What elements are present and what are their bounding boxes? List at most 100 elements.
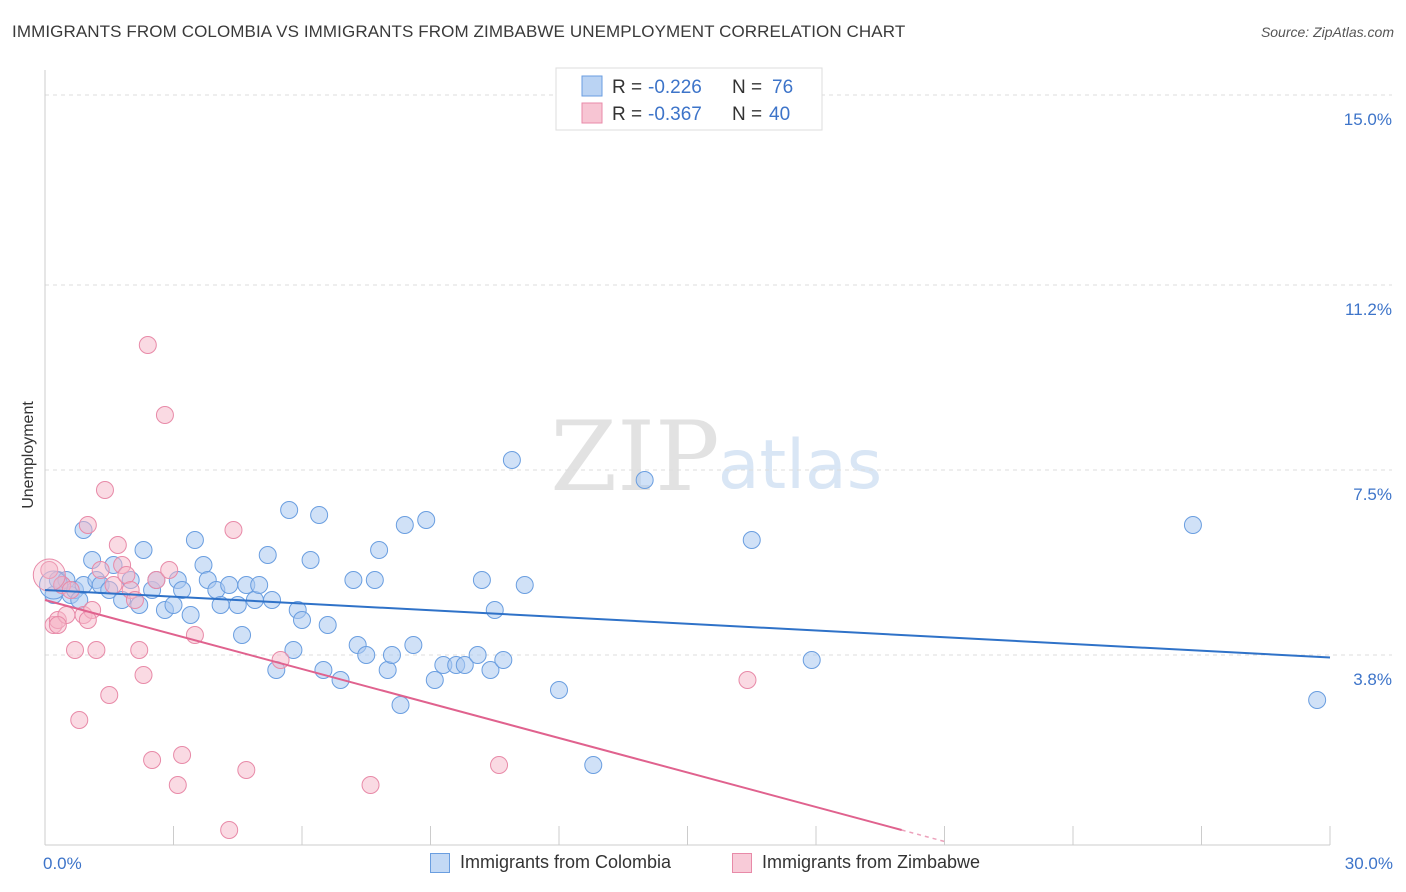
y-tick-label: 11.2%: [1345, 300, 1392, 319]
point-zimbabwe: [134, 666, 153, 684]
trend-line-colombia: [44, 589, 1331, 659]
point-zimbabwe: [155, 406, 174, 424]
point-zimbabwe: [490, 756, 509, 774]
tick-labels: 3.8% 7.5% 11.2% 15.0% 0.0% 30.0%: [43, 110, 1393, 873]
point-colombia: [318, 616, 337, 634]
point-colombia: [301, 551, 320, 569]
point-zimbabwe: [78, 516, 97, 534]
axes: [44, 70, 1331, 846]
legend-bottom-label-colombia: Immigrants from Colombia: [460, 852, 672, 872]
point-zimbabwe: [220, 821, 239, 839]
legend-n-value-colombia: 76: [772, 77, 793, 98]
legend-item-zimbabwe: Immigrants from Zimbabwe: [732, 852, 980, 873]
legend-swatch-zimbabwe: [581, 102, 603, 124]
point-zimbabwe: [48, 616, 67, 634]
point-colombia: [485, 601, 504, 619]
point-colombia: [181, 606, 200, 624]
point-colombia: [164, 596, 183, 614]
grid-lines: [45, 94, 1392, 656]
y-tick-label: 7.5%: [1353, 485, 1392, 504]
point-colombia: [233, 626, 252, 644]
point-colombia: [472, 571, 491, 589]
legend-n-label-colombia: N =: [732, 77, 762, 98]
y-tick-label: 15.0%: [1344, 110, 1392, 129]
point-zimbabwe: [168, 776, 187, 794]
legend-top: R = -0.226 N = 76 R = -0.367 N = 40: [555, 67, 823, 131]
legend-bottom-swatch-zimbabwe: [732, 852, 752, 873]
point-zimbabwe: [87, 641, 106, 659]
legend-bottom-label-zimbabwe: Immigrants from Zimbabwe: [762, 852, 981, 872]
trend-line-zimbabwe-extension: [901, 829, 945, 843]
point-zimbabwe: [95, 481, 114, 499]
point-colombia: [502, 451, 521, 469]
point-zimbabwe: [361, 776, 380, 794]
y-axis-label: Unemployment: [20, 401, 37, 509]
point-colombia: [280, 501, 299, 519]
point-zimbabwe: [130, 641, 149, 659]
point-colombia: [134, 541, 153, 559]
point-zimbabwe: [100, 686, 119, 704]
point-colombia: [344, 571, 363, 589]
point-colombia: [365, 571, 384, 589]
point-zimbabwe: [237, 761, 256, 779]
point-colombia: [802, 651, 821, 669]
point-colombia: [417, 511, 436, 529]
point-colombia: [310, 506, 329, 524]
point-colombia: [1308, 691, 1327, 709]
source-credit: Source: ZipAtlas.com: [1260, 24, 1394, 40]
point-zimbabwe: [147, 571, 166, 589]
trend-line-zimbabwe: [44, 599, 902, 831]
point-zimbabwe: [70, 711, 89, 729]
trend-lines: [44, 589, 1331, 843]
point-colombia: [481, 661, 500, 679]
point-colombia: [382, 646, 401, 664]
watermark-atlas: atlas: [718, 426, 882, 505]
legend-swatch-colombia: [581, 75, 603, 97]
point-zimbabwe: [65, 641, 84, 659]
x-tick-label: 0.0%: [43, 854, 82, 873]
point-zimbabwe: [160, 561, 179, 579]
point-zimbabwe: [271, 651, 290, 669]
point-colombia: [173, 581, 192, 599]
point-colombia: [185, 531, 204, 549]
point-colombia: [284, 641, 303, 659]
series-zimbabwe-points: [32, 336, 757, 839]
legend-r-label-zimbabwe: R =: [612, 104, 642, 125]
legend-n-label-zimbabwe: N =: [732, 104, 762, 125]
legend-r-label-colombia: R =: [612, 77, 642, 98]
point-colombia: [425, 671, 444, 689]
point-colombia: [258, 546, 277, 564]
x-tick-label: 30.0%: [1345, 854, 1393, 873]
point-colombia: [1183, 516, 1202, 534]
point-zimbabwe: [91, 561, 110, 579]
point-colombia: [468, 646, 487, 664]
point-colombia: [515, 576, 534, 594]
point-colombia: [494, 651, 513, 669]
y-tick-label: 3.8%: [1353, 670, 1392, 689]
point-zimbabwe: [143, 751, 162, 769]
point-colombia: [550, 681, 568, 699]
point-zimbabwe-large: [32, 558, 66, 592]
point-zimbabwe: [173, 746, 192, 764]
watermark: ZIP atlas: [550, 401, 882, 513]
legend-item-colombia: Immigrants from Colombia: [430, 852, 671, 873]
point-zimbabwe: [40, 561, 59, 579]
chart-title: IMMIGRANTS FROM COLOMBIA VS IMMIGRANTS F…: [12, 22, 906, 41]
point-colombia: [391, 696, 410, 714]
point-colombia: [263, 591, 282, 609]
point-colombia: [395, 516, 414, 534]
point-colombia: [404, 636, 423, 654]
point-colombia: [378, 661, 397, 679]
legend-r-value-zimbabwe: -0.367: [648, 104, 702, 125]
point-colombia: [250, 576, 269, 594]
point-colombia: [357, 646, 376, 664]
point-colombia: [742, 531, 761, 549]
point-zimbabwe: [108, 536, 127, 554]
point-colombia: [635, 471, 654, 489]
point-zimbabwe: [117, 566, 136, 584]
legend-n-value-zimbabwe: 40: [769, 104, 790, 125]
point-colombia: [293, 611, 311, 629]
watermark-zip: ZIP: [550, 401, 719, 513]
point-colombia: [370, 541, 389, 559]
